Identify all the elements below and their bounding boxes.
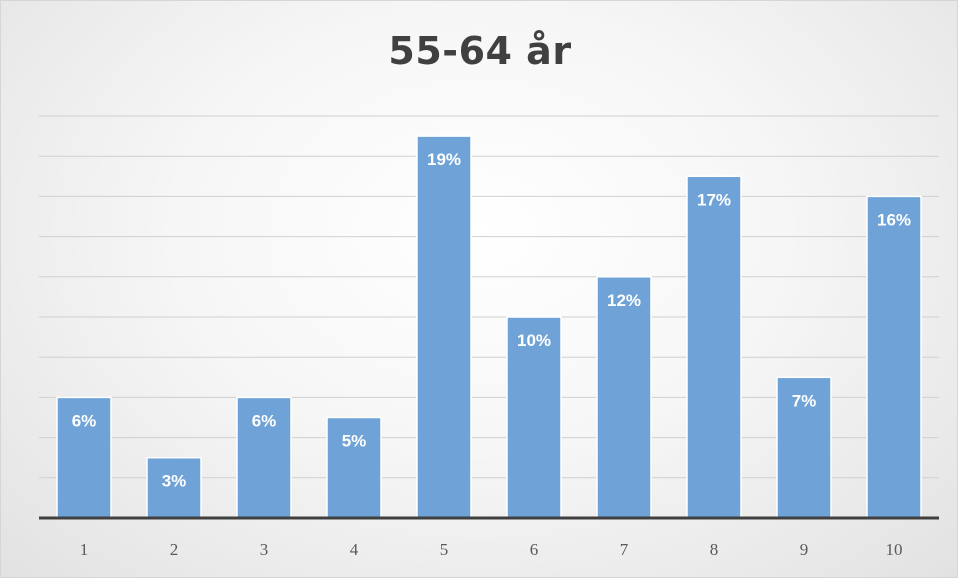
bar-8 — [686, 175, 742, 519]
data-label-4: 5% — [342, 432, 367, 451]
data-label-7: 12% — [607, 291, 641, 310]
x-tick-label: 3 — [260, 540, 269, 559]
bar-6 — [506, 316, 562, 519]
bar-1 — [56, 396, 112, 519]
x-tick-labels: 1 2 3 4 5 6 7 8 9 10 — [80, 540, 903, 559]
bar-5 — [416, 135, 472, 519]
data-label-6: 10% — [517, 331, 551, 350]
x-tick-label: 6 — [530, 540, 539, 559]
bar-7 — [596, 276, 652, 519]
data-label-2: 3% — [162, 472, 187, 491]
bars — [56, 135, 922, 519]
x-tick-label: 4 — [350, 540, 359, 559]
data-label-8: 17% — [697, 190, 731, 209]
chart-title: 55-64 år — [388, 29, 572, 73]
data-label-5: 19% — [427, 150, 461, 169]
x-tick-label: 10 — [886, 540, 903, 559]
data-label-1: 6% — [72, 411, 97, 430]
x-tick-label: 8 — [710, 540, 719, 559]
data-label-3: 6% — [252, 411, 277, 430]
x-tick-label: 1 — [80, 540, 89, 559]
data-label-10: 16% — [877, 210, 911, 229]
bar-3 — [236, 396, 292, 519]
x-tick-label: 5 — [440, 540, 449, 559]
gridlines — [39, 115, 939, 479]
data-labels: 6% 3% 6% 5% 19% 10% 12% 17% 7% 16% — [72, 150, 911, 491]
bar-10 — [866, 195, 922, 519]
x-tick-label: 7 — [620, 540, 629, 559]
x-tick-label: 9 — [800, 540, 809, 559]
data-label-9: 7% — [792, 391, 817, 410]
x-tick-label: 2 — [170, 540, 179, 559]
